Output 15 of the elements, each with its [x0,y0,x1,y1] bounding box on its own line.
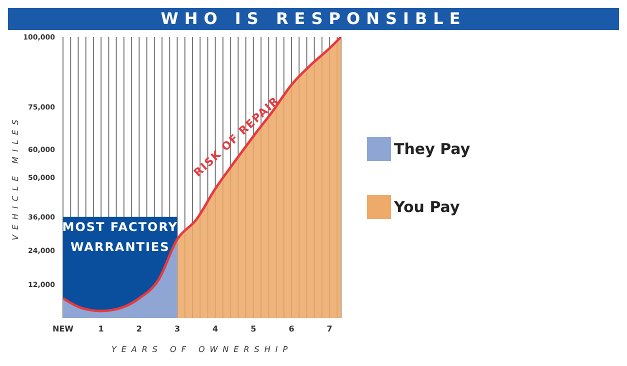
x-tick-label: 7 [326,324,332,334]
line-series [63,37,341,312]
x-tick-label: 1 [98,324,104,334]
legend-label: You Pay [394,198,460,216]
x-tick-label: 6 [288,324,295,334]
legend-label: They Pay [394,140,470,158]
annotation: MOST FACTORY WARRANTIES [62,220,178,254]
y-axis-title: VEHICLE MILES [10,114,20,240]
x-tick-label: 5 [250,324,257,334]
x-tick-label: NEW [52,324,74,334]
chart-title: WHO IS RESPONSIBLE [8,8,619,30]
x-tick-label: 2 [136,324,142,334]
x-tick-label: 4 [212,324,219,334]
x-tick-label: 3 [174,324,180,334]
x-axis-title: YEARS OF OWNERSHIP [111,345,293,354]
